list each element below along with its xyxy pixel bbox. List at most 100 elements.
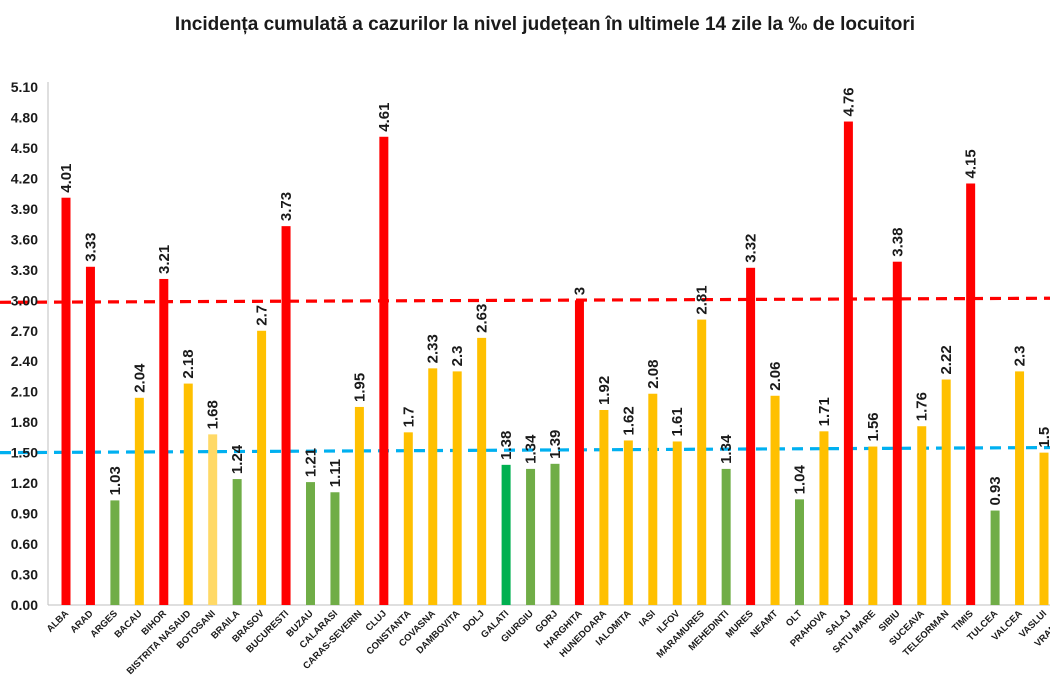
bar: [550, 463, 560, 605]
bar: [477, 337, 487, 605]
bar: [379, 136, 389, 606]
x-tick-label: IASI: [637, 608, 658, 629]
y-tick-label: 4.50: [11, 140, 38, 156]
bar: [574, 300, 584, 605]
data-label: 3: [571, 287, 588, 295]
data-label: 4.01: [58, 164, 75, 193]
bar: [648, 393, 658, 605]
y-tick-label: 0.00: [11, 597, 38, 613]
data-label: 1.71: [816, 397, 833, 426]
y-tick-labels: 0.00 0.30 0.60 0.90 1.20 1.50 1.80 2.10 2.40 2.70…: [11, 79, 38, 613]
bar: [819, 431, 829, 605]
bar: [672, 441, 682, 605]
y-tick-label: 3.00: [11, 292, 38, 308]
data-label: 3.73: [278, 192, 295, 221]
bar: [208, 434, 218, 605]
bar: [1039, 452, 1049, 605]
bar: [257, 330, 267, 605]
data-label: 1.39: [547, 430, 564, 459]
y-tick-label: 4.80: [11, 109, 38, 125]
y-tick-label: 0.60: [11, 536, 38, 552]
bar: [85, 266, 95, 605]
blue-threshold-line: [0, 445, 1050, 455]
bar: [330, 492, 340, 605]
bar: [721, 468, 731, 605]
data-label: 1.5: [1036, 427, 1050, 448]
bar: [183, 383, 193, 605]
data-labels: 4.01 3.33 1.03 2.04 3.21 2.18 1.68 1.24 2.7 3.73 1…: [58, 87, 1050, 505]
bar: [746, 267, 756, 605]
bar: [61, 197, 71, 605]
data-label: 2.08: [645, 360, 662, 389]
bar: [134, 397, 144, 605]
data-label: 1.34: [523, 434, 540, 464]
data-label: 2.3: [1012, 346, 1029, 367]
data-label: 1.95: [351, 373, 368, 402]
y-tick-label: 0.90: [11, 506, 38, 522]
bar: [599, 409, 609, 605]
data-label: 2.04: [131, 363, 148, 393]
data-label: 2.22: [938, 345, 955, 374]
bar: [917, 426, 927, 605]
data-label: 1.92: [596, 376, 613, 405]
y-tick-label: 5.10: [11, 79, 38, 95]
data-label: 1.76: [914, 392, 931, 421]
y-tick-label: 3.30: [11, 262, 38, 278]
y-tick-label: 2.40: [11, 353, 38, 369]
x-tick-label: OLT: [784, 608, 805, 629]
y-tick-label: 2.10: [11, 384, 38, 400]
data-label: 3.32: [743, 234, 760, 263]
data-label: 4.15: [963, 149, 980, 178]
data-label: 2.7: [254, 305, 271, 326]
bar: [232, 479, 242, 605]
y-tick-label: 1.50: [11, 445, 38, 461]
threshold-lines: [0, 296, 1050, 455]
bar: [306, 482, 315, 605]
data-label: 2.3: [449, 346, 466, 367]
bar: [354, 406, 364, 605]
data-label: 1.56: [865, 412, 882, 441]
data-label: 1.11: [327, 459, 344, 487]
data-label: 2.33: [425, 334, 442, 363]
bar: [159, 278, 169, 605]
data-label: 1.7: [400, 406, 417, 427]
data-label: 3.33: [82, 233, 99, 262]
data-label: 3.21: [156, 245, 173, 274]
data-label: 2.63: [474, 304, 491, 333]
data-label: 1.04: [792, 465, 809, 495]
data-label: 0.93: [987, 476, 1004, 505]
data-label: 2.81: [694, 285, 711, 314]
data-label: 1.21: [303, 448, 320, 477]
bar: [428, 368, 438, 605]
red-threshold-line: [0, 296, 1050, 304]
bar: [966, 183, 976, 606]
bar: [403, 432, 413, 605]
data-label: 4.76: [840, 87, 857, 116]
data-label: 1.03: [107, 466, 124, 495]
x-tick-label: NEAMT: [749, 608, 781, 640]
bar: [110, 500, 120, 605]
bar: [868, 446, 878, 605]
bar: [843, 121, 853, 606]
bar: [892, 261, 902, 605]
data-label: 1.38: [498, 431, 515, 460]
bar: [623, 440, 633, 605]
x-tick-label: BACAU: [112, 608, 144, 640]
y-tick-label: 3.90: [11, 201, 38, 217]
x-tick-label: ALBA: [45, 608, 72, 635]
y-tick-label: 4.20: [11, 170, 38, 186]
bar: [281, 226, 291, 605]
bar: [1015, 371, 1025, 605]
data-label: 1.68: [205, 400, 222, 429]
bar: [526, 468, 536, 605]
bar-series: [61, 121, 1049, 606]
data-label: 1.24: [229, 444, 246, 474]
y-tick-label: 0.30: [11, 567, 38, 583]
y-tick-label: 1.20: [11, 475, 38, 491]
bar: [501, 464, 511, 605]
data-label: 1.62: [620, 406, 637, 435]
bar: [941, 379, 951, 605]
data-label: 1.61: [669, 407, 686, 436]
